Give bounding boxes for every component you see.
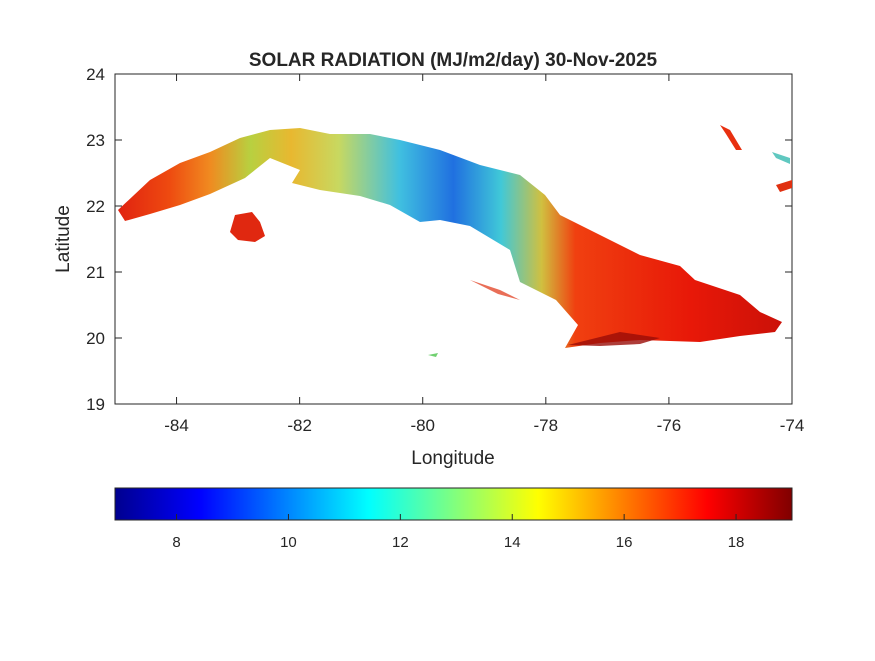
- x-tick-label: -76: [657, 416, 682, 435]
- x-tick-label: -80: [410, 416, 435, 435]
- y-axis: 19 20 21 22 23 24: [86, 65, 792, 414]
- y-tick-label: 20: [86, 329, 105, 348]
- colorbar-tick-label: 18: [728, 534, 745, 551]
- y-tick-label: 21: [86, 263, 105, 282]
- chart-title: SOLAR RADIATION (MJ/m2/day) 30-Nov-2025: [249, 50, 658, 71]
- cay-island: [772, 152, 790, 164]
- southern-cays: [470, 280, 520, 300]
- map-layer: [118, 125, 792, 357]
- x-tick-label: -74: [780, 416, 805, 435]
- plot-area: [114, 73, 793, 405]
- y-tick-label: 19: [86, 395, 105, 414]
- colorbar-tick-label: 10: [280, 534, 297, 551]
- cay-island: [428, 353, 438, 357]
- cay-island: [720, 125, 742, 150]
- colorbar-tick-label: 8: [172, 534, 180, 551]
- x-tick-label: -78: [534, 416, 559, 435]
- cay-island: [776, 180, 792, 192]
- y-tick-label: 22: [86, 197, 105, 216]
- y-tick-label: 23: [86, 131, 105, 150]
- x-axis: -84 -82 -80 -78 -76 -74: [164, 74, 804, 435]
- isla-de-la-juventud: [230, 212, 265, 242]
- x-axis-label: Longitude: [411, 448, 494, 469]
- y-tick-label: 24: [86, 65, 105, 84]
- x-tick-label: -84: [164, 416, 189, 435]
- colorbar-ticks: 8 10 12 14 16 18: [172, 514, 744, 551]
- colorbar-tick-label: 16: [616, 534, 633, 551]
- x-tick-label: -82: [287, 416, 312, 435]
- southeast-coast: [568, 332, 660, 346]
- colorbar-tick-label: 14: [504, 534, 521, 551]
- colorbar: [114, 487, 793, 521]
- colorbar-tick-label: 12: [392, 534, 409, 551]
- cuba-main-island: [118, 128, 782, 348]
- y-axis-label: Latitude: [53, 205, 74, 273]
